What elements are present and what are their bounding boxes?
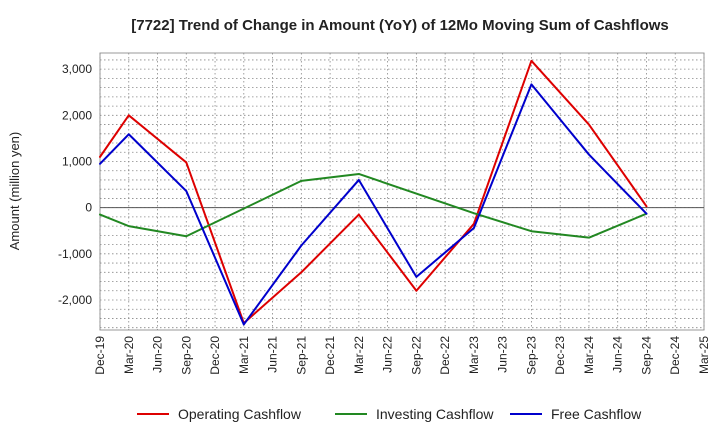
x-tick-label: Jun-24 bbox=[611, 336, 625, 373]
x-tick-label: Dec-23 bbox=[553, 336, 567, 375]
x-tick-label: Mar-22 bbox=[352, 336, 366, 374]
x-tick-label: Sep-22 bbox=[409, 336, 423, 375]
y-tick-label: 1,000 bbox=[62, 154, 92, 168]
y-axis-label: Amount (million yen) bbox=[7, 132, 22, 251]
legend-label-free-cashflow: Free Cashflow bbox=[551, 406, 642, 422]
x-tick-label: Sep-24 bbox=[639, 336, 653, 375]
x-tick-label: Sep-20 bbox=[179, 336, 193, 375]
x-tick-label: Jun-22 bbox=[381, 336, 395, 373]
x-tick-label: Jun-20 bbox=[151, 336, 165, 373]
operating-cashflow-line bbox=[99, 59, 648, 325]
x-tick-label: Mar-21 bbox=[237, 336, 251, 374]
x-tick-label: Dec-24 bbox=[668, 336, 682, 375]
y-tick-label: -1,000 bbox=[58, 247, 92, 261]
y-tick-label: 2,000 bbox=[62, 108, 92, 122]
y-tick-label: 3,000 bbox=[62, 62, 92, 76]
x-tick-label: Jun-23 bbox=[496, 336, 510, 373]
x-tick-label: Mar-23 bbox=[467, 336, 481, 374]
legend-label-investing-cashflow: Investing Cashflow bbox=[376, 406, 494, 422]
tick-layer: 3,000 2,000 1,000 0 -1,000 -2,000 Dec-19 Mar-20… bbox=[58, 62, 711, 375]
x-tick-label: Dec-21 bbox=[323, 336, 337, 375]
x-tick-label: Mar-25 bbox=[697, 336, 711, 374]
plot-frame bbox=[99, 52, 705, 331]
x-tick-label: Dec-19 bbox=[93, 336, 107, 375]
y-tick-label: 0 bbox=[85, 201, 92, 215]
x-tick-label: Mar-24 bbox=[582, 336, 596, 374]
x-tick-label: Mar-20 bbox=[122, 336, 136, 374]
free-cashflow-line bbox=[99, 83, 648, 326]
x-tick-label: Jun-21 bbox=[266, 336, 280, 373]
chart-title: [7722] Trend of Change in Amount (YoY) o… bbox=[131, 17, 669, 34]
x-tick-label: Sep-23 bbox=[524, 336, 538, 375]
x-tick-label: Dec-22 bbox=[438, 336, 452, 375]
x-tick-label: Dec-20 bbox=[208, 336, 222, 375]
legend: Operating Cashflow Investing Cashflow Free… bbox=[137, 406, 642, 422]
y-tick-label: -2,000 bbox=[58, 293, 92, 307]
x-tick-label: Sep-21 bbox=[294, 336, 308, 375]
grid-layer bbox=[99, 52, 705, 331]
series-layer bbox=[99, 59, 648, 326]
legend-label-operating-cashflow: Operating Cashflow bbox=[178, 406, 302, 422]
